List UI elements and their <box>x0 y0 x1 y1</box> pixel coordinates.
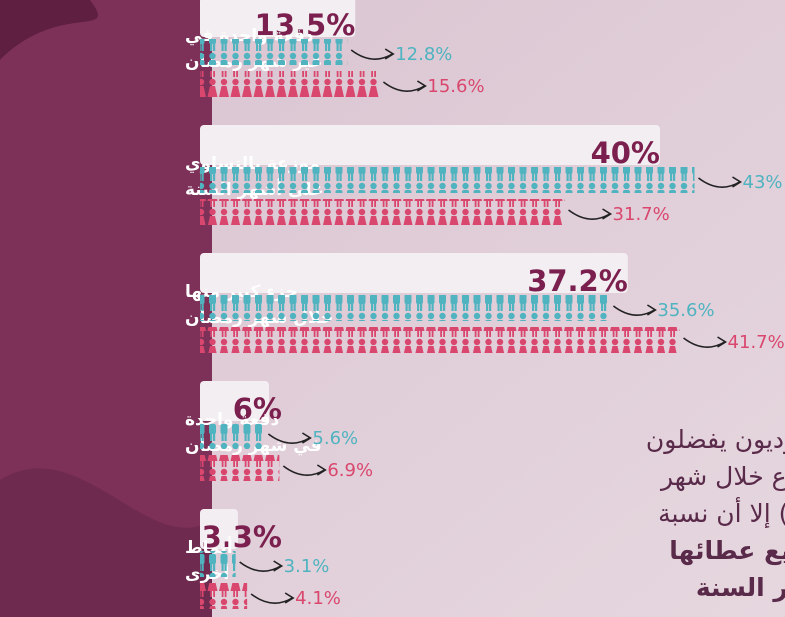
series-label: 41.7% <box>728 332 785 353</box>
annotation: (37) إلا أن نسبة <box>658 496 785 529</box>
arrow <box>250 592 295 604</box>
icon-row <box>200 551 236 577</box>
icon-row <box>200 583 248 609</box>
arrow <box>683 336 728 348</box>
icon-row <box>200 455 280 481</box>
total-label: 6% <box>233 392 282 426</box>
arrow <box>382 80 427 92</box>
annotation: توزيع عطائها <box>669 536 785 566</box>
total-label: 40% <box>591 136 660 170</box>
arrow <box>568 208 613 220</box>
annotation: شهر السنة <box>696 573 785 603</box>
series-label: 15.6% <box>427 76 484 97</box>
series-label: 31.7% <box>613 204 670 225</box>
arrow <box>267 432 312 444</box>
bar <box>200 125 660 165</box>
annotation: التبرع خلال شهر <box>659 462 785 492</box>
arrow <box>698 176 743 188</box>
annotation: سعوديون يفضلون <box>646 425 785 454</box>
icon-row <box>200 295 610 321</box>
series-label: 35.6% <box>657 300 714 321</box>
bar <box>200 381 269 421</box>
icon-row <box>200 199 565 225</box>
series-label: 4.1% <box>295 588 341 609</box>
bar <box>200 509 238 549</box>
arrow <box>282 464 327 476</box>
icon-row <box>200 167 695 193</box>
decor <box>0 468 212 617</box>
decor <box>0 0 98 60</box>
total-label: 3.3% <box>202 520 282 554</box>
series-label: 12.8% <box>395 44 452 65</box>
series-label: 3.1% <box>284 556 330 577</box>
arrow <box>350 48 395 60</box>
total-label: 37.2% <box>527 264 628 298</box>
series-label: 5.6% <box>312 428 358 449</box>
bar <box>200 253 628 293</box>
bar <box>200 0 356 37</box>
arrow <box>239 560 284 572</box>
icon-row <box>200 423 265 449</box>
arrow <box>612 304 657 316</box>
series-label: 6.9% <box>327 460 373 481</box>
series-label: 43% <box>743 172 783 193</box>
icon-row <box>200 71 380 97</box>
total-label: 13.5% <box>255 8 356 42</box>
icon-row <box>200 327 680 353</box>
icon-row <box>200 39 348 65</box>
